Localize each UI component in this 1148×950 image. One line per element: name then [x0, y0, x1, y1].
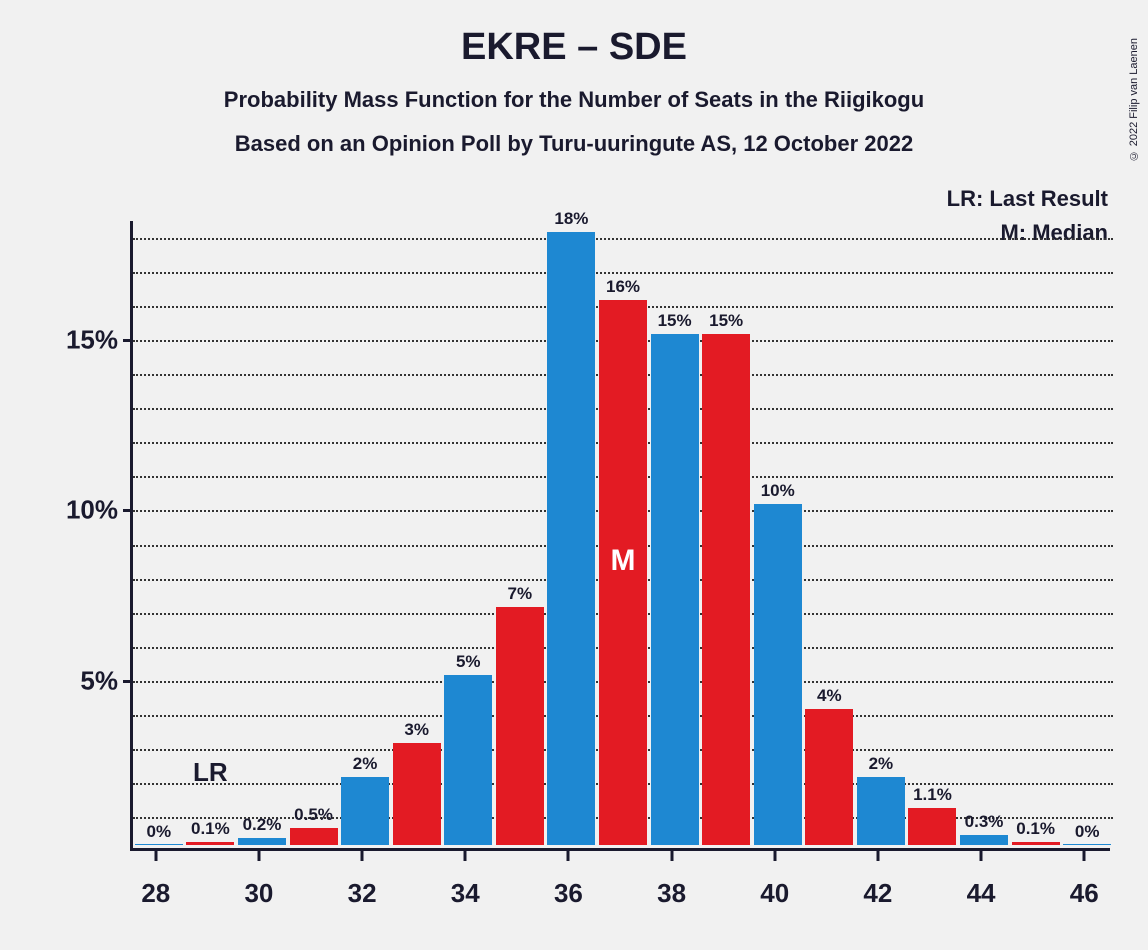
y-tick-label: 15% [66, 325, 118, 356]
x-tick-mark [361, 851, 364, 861]
bar-red [393, 743, 441, 845]
bar-red [805, 709, 853, 845]
bar-value-label: 15% [658, 311, 692, 331]
legend-lr: LR: Last Result [947, 186, 1108, 212]
x-tick-label: 38 [657, 878, 686, 909]
bar-value-label: 4% [817, 686, 842, 706]
x-tick-mark [980, 851, 983, 861]
bar-blue [444, 675, 492, 845]
bar-value-label: 5% [456, 652, 481, 672]
y-tick-mark [123, 339, 133, 342]
bar-value-label: 18% [554, 209, 588, 229]
lr-marker: LR [193, 757, 228, 788]
x-tick-mark [670, 851, 673, 861]
bar-red [496, 607, 544, 845]
bar-value-label: 2% [353, 754, 378, 774]
x-tick-label: 36 [554, 878, 583, 909]
y-tick-label: 10% [66, 495, 118, 526]
chart-title: EKRE – SDE [0, 26, 1148, 69]
bar-red [1012, 842, 1060, 845]
bar-value-label: 10% [761, 481, 795, 501]
x-tick-mark [773, 851, 776, 861]
plot-region: 5%10%15%0%0.1%0.2%0.5%2%3%5%7%18%16%15%1… [130, 221, 1110, 851]
y-tick-mark [123, 680, 133, 683]
x-tick-label: 40 [760, 878, 789, 909]
bar-value-label: 0.1% [1016, 819, 1055, 839]
bar-blue [651, 334, 699, 845]
chart-subtitle-2: Based on an Opinion Poll by Turu-uuringu… [0, 131, 1148, 157]
x-tick-label: 28 [141, 878, 170, 909]
bar-blue [960, 835, 1008, 845]
bar-value-label: 2% [869, 754, 894, 774]
bar-value-label: 0.5% [294, 805, 333, 825]
bar-blue [754, 504, 802, 845]
median-marker: M [611, 544, 636, 578]
bar-blue [547, 232, 595, 845]
bar-blue [857, 777, 905, 845]
bar-value-label: 0.3% [965, 812, 1004, 832]
bar-value-label: 15% [709, 311, 743, 331]
bar-value-label: 0% [1075, 822, 1100, 842]
y-tick-label: 5% [80, 665, 118, 696]
x-tick-mark [154, 851, 157, 861]
y-tick-mark [123, 509, 133, 512]
bar-value-label: 3% [404, 720, 429, 740]
x-tick-label: 32 [348, 878, 377, 909]
bar-blue [341, 777, 389, 845]
bar-red [290, 828, 338, 845]
x-axis: 28 30 32 34 36 38 40 42 44 46 [130, 858, 1110, 918]
bar-value-label: 7% [508, 584, 533, 604]
bar-value-label: 0.1% [191, 819, 230, 839]
x-tick-label: 30 [244, 878, 273, 909]
bar-blue [238, 838, 286, 845]
bar-blue [1063, 844, 1111, 845]
x-tick-label: 44 [967, 878, 996, 909]
gridline [133, 238, 1113, 240]
chart-area: 5%10%15%0%0.1%0.2%0.5%2%3%5%7%18%16%15%1… [130, 221, 1110, 851]
bar-value-label: 1.1% [913, 785, 952, 805]
bar-blue [135, 844, 183, 845]
x-tick-label: 46 [1070, 878, 1099, 909]
x-tick-mark [464, 851, 467, 861]
bar-value-label: 0% [146, 822, 171, 842]
x-tick-mark [876, 851, 879, 861]
gridline [133, 272, 1113, 274]
bar-value-label: 16% [606, 277, 640, 297]
x-tick-mark [257, 851, 260, 861]
chart-subtitle-1: Probability Mass Function for the Number… [0, 87, 1148, 113]
copyright-text: © 2022 Filip van Laenen [1128, 38, 1140, 161]
x-tick-mark [1083, 851, 1086, 861]
bar-red [908, 808, 956, 845]
bar-value-label: 0.2% [243, 815, 282, 835]
x-tick-label: 34 [451, 878, 480, 909]
x-tick-mark [567, 851, 570, 861]
bar-red [186, 842, 234, 845]
bar-red [702, 334, 750, 845]
x-tick-label: 42 [863, 878, 892, 909]
